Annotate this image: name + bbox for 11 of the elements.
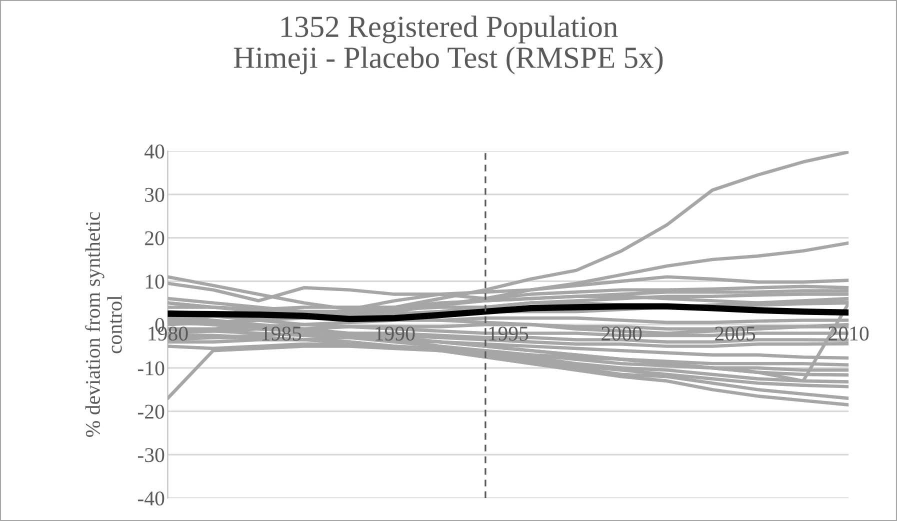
y-tick-label: 40 xyxy=(144,144,164,159)
y-tick-label: 30 xyxy=(145,188,164,202)
y-tick-label: -10 xyxy=(138,361,164,376)
y-tick-label: -40 xyxy=(138,491,164,506)
chart-title: 1352 Registered Population Himeji - Placebo Test (RMSPE 5x) xyxy=(234,16,663,74)
y-tick-label: -20 xyxy=(138,404,164,419)
y-tick-label: 10 xyxy=(146,274,164,289)
y-tick-label: 20 xyxy=(145,231,164,246)
y-axis-title: % deviation from synthetic control xyxy=(85,212,122,437)
x-tick-label: 2010 xyxy=(828,326,869,341)
y-tick-label: -30 xyxy=(138,448,164,462)
